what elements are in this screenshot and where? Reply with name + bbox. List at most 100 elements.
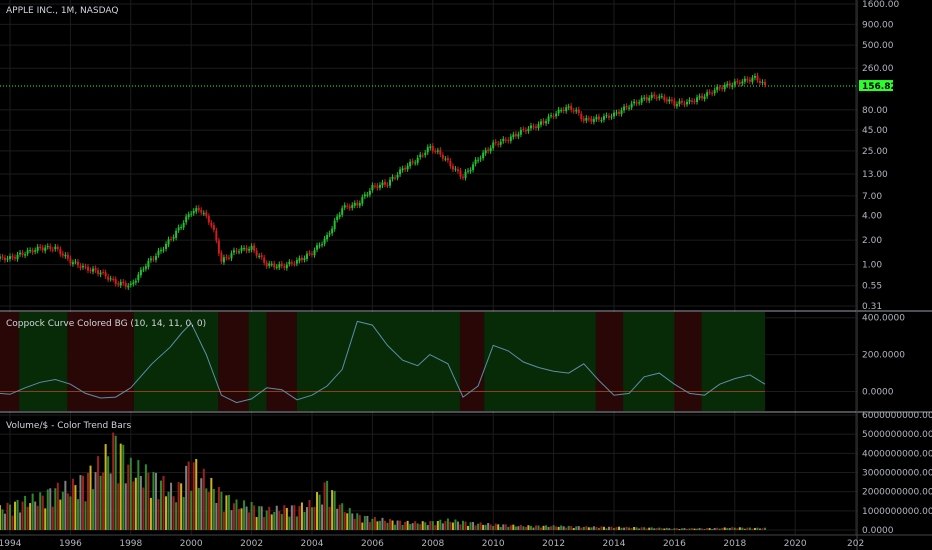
volume-bar — [290, 505, 293, 530]
price-candle-body — [748, 79, 751, 82]
volume-bar — [421, 521, 424, 530]
price-candle-body — [97, 270, 100, 274]
volume-bar — [484, 524, 487, 530]
volume-bar — [660, 528, 663, 530]
price-candle-body — [731, 85, 734, 87]
price-candle-body — [723, 85, 726, 90]
volume-bar — [663, 528, 666, 530]
volume-bar — [298, 506, 301, 530]
coppock-axis[interactable]: 400.0000 200.0000 0.0000 — [862, 314, 905, 398]
coppock-bg-band — [701, 312, 765, 411]
price-candle-body — [713, 90, 716, 94]
volume-bar — [396, 520, 399, 530]
volume-panel[interactable] — [0, 432, 766, 531]
volume-bar — [743, 528, 746, 530]
price-candle-body — [592, 118, 595, 122]
price-candle-body — [117, 283, 120, 285]
volume-bar — [736, 528, 739, 530]
price-candle-body — [446, 158, 449, 161]
price-candle-body — [756, 75, 759, 81]
price-candle-body — [504, 139, 507, 141]
price-candle-body — [424, 152, 427, 156]
volume-bar — [670, 528, 673, 530]
volume-bar — [534, 525, 537, 530]
volume-bar — [381, 517, 384, 530]
price-candle-body — [454, 168, 457, 170]
time-tick-label: 2020 — [784, 539, 807, 549]
volume-bar — [177, 482, 180, 530]
price-candle-body — [346, 205, 349, 207]
price-candle-body — [64, 254, 67, 257]
price-candle-body — [635, 102, 638, 104]
price-panel[interactable] — [0, 72, 857, 290]
price-candle-body — [696, 97, 699, 102]
price-candle-body — [170, 238, 173, 240]
volume-bar — [172, 496, 175, 530]
coppock-bg-band — [459, 312, 485, 411]
volume-bar — [127, 464, 130, 530]
volume-bar — [293, 505, 296, 530]
price-candle-body — [308, 253, 311, 255]
price-candle-body — [477, 159, 480, 161]
time-axis[interactable]: 1994 1996 1998 2000 2002 2004 2006 2008 2010 2012… — [0, 539, 864, 549]
volume-bar — [434, 525, 437, 530]
volume-bar — [232, 503, 235, 530]
coppock-panel[interactable] — [0, 320, 766, 404]
price-candle-body — [295, 260, 298, 264]
price-tick-label: 0.31 — [862, 302, 882, 312]
price-candle-body — [321, 244, 324, 246]
volume-bar — [550, 526, 553, 530]
price-candle-body — [741, 81, 744, 84]
volume-bar — [87, 472, 90, 530]
price-candle-body — [215, 230, 218, 241]
volume-bar — [517, 526, 520, 530]
volume-bar — [507, 526, 510, 530]
volume-bar — [21, 501, 24, 530]
price-candle-body — [378, 184, 381, 188]
volume-bar — [595, 527, 598, 530]
volume-bar — [195, 459, 198, 530]
price-candle-body — [207, 216, 210, 223]
volume-bar — [210, 477, 213, 530]
volume-bar — [602, 526, 605, 530]
price-candle-body — [14, 257, 17, 259]
coppock-bg-band — [67, 312, 134, 411]
price-candle-body — [555, 113, 558, 117]
price-axis[interactable]: 1600.00 900.00 500.00 260.00 80.00 45.00 25.00… — [862, 0, 899, 312]
volume-bar — [303, 511, 306, 530]
volume-bar — [753, 527, 756, 530]
price-candle-body — [248, 249, 251, 251]
price-candle-body — [409, 161, 412, 167]
price-candle-body — [726, 83, 729, 86]
volume-bar — [250, 502, 253, 530]
price-candle-body — [31, 250, 34, 253]
price-candle-body — [122, 281, 125, 284]
volume-bar — [263, 517, 266, 530]
volume-bar — [24, 495, 27, 530]
price-candle-body — [698, 96, 701, 98]
price-tick-label: 900.00 — [862, 20, 894, 30]
volume-bar — [182, 497, 185, 530]
price-candle-body — [363, 194, 366, 197]
volume-bar — [446, 518, 449, 530]
volume-bar — [404, 521, 407, 530]
volume-bar — [124, 483, 127, 530]
price-candle-body — [89, 270, 92, 272]
volume-axis[interactable]: 6000000000.0000 5000000000.0000 4000000000… — [862, 411, 932, 536]
volume-bar — [139, 475, 142, 530]
price-candle-body — [81, 266, 84, 268]
price-candle-body — [318, 245, 321, 247]
price-candle-body — [343, 205, 346, 208]
price-candle-body — [595, 117, 598, 120]
price-candle-body — [280, 263, 283, 267]
price-candle-body — [431, 145, 434, 152]
price-candle-body — [260, 255, 263, 258]
price-candle-body — [230, 253, 233, 259]
price-candle-body — [474, 159, 477, 164]
volume-bar — [741, 527, 744, 530]
price-candle-body — [217, 240, 220, 254]
time-tick-label: 2002 — [240, 539, 263, 549]
volume-bar — [147, 472, 150, 530]
last-price-tag-box — [859, 80, 893, 92]
price-candle-body — [703, 96, 706, 99]
